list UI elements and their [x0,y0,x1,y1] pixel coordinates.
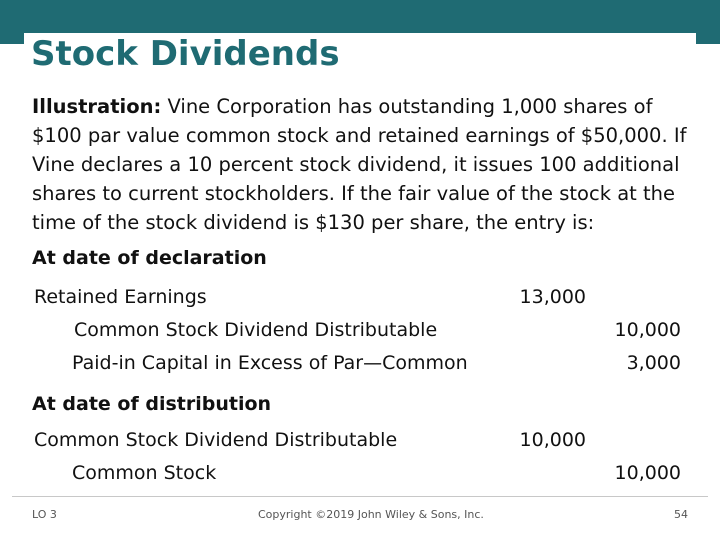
distribution-account-2: Common Stock [72,462,217,484]
distribution-debit-1: 10,000 [519,429,586,451]
learning-objective: LO 3 [32,508,57,521]
distribution-credit-2: 10,000 [614,462,681,484]
title-panel-top [24,33,696,44]
illustration-label: Illustration: [32,95,162,118]
header-bar [0,0,720,33]
distribution-account-1: Common Stock Dividend Distributable [34,429,398,451]
page-number: 54 [674,508,688,521]
footer-divider [12,496,708,497]
declaration-heading: At date of declaration [32,247,267,269]
declaration-account-3: Paid-in Capital in Excess of Par—Common [72,352,468,374]
declaration-account-2: Common Stock Dividend Distributable [74,319,438,341]
declaration-debit-1: 13,000 [519,286,586,308]
declaration-account-1: Retained Earnings [34,286,207,308]
slide-title: Stock Dividends [31,34,340,74]
illustration-paragraph: Illustration: Vine Corporation has outst… [32,92,696,237]
declaration-credit-3: 3,000 [626,352,681,374]
distribution-heading: At date of distribution [32,393,272,415]
declaration-credit-2: 10,000 [614,319,681,341]
illustration-text: Vine Corporation has outstanding 1,000 s… [32,95,687,234]
copyright-notice: Copyright ©2019 John Wiley & Sons, Inc. [258,508,484,521]
